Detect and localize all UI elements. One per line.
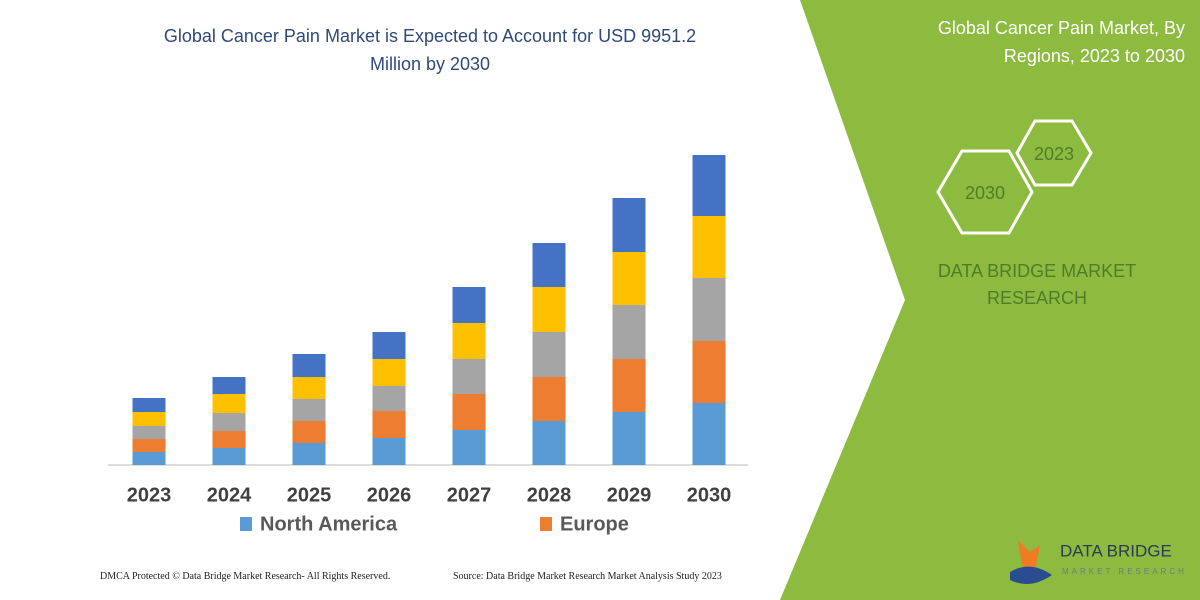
x-tick-label: 2025 — [287, 484, 332, 506]
source: Source: Data Bridge Market Research Mark… — [453, 571, 722, 582]
bar-segment — [372, 411, 406, 438]
x-tick-label: 2024 — [207, 484, 252, 506]
x-tick-label: 2028 — [527, 484, 572, 506]
chart-title: Global Cancer Pain Market is Expected to… — [163, 26, 697, 74]
x-tick-label: 2029 — [607, 484, 652, 506]
bar-segment — [132, 398, 166, 412]
logo-tagline: MARKET RESEARCH — [1062, 567, 1187, 576]
bar-segment — [612, 305, 646, 359]
x-tick-label: 2027 — [447, 484, 492, 506]
bar-segment — [132, 452, 166, 465]
x-tick-label: 2026 — [367, 484, 412, 506]
bar-segment — [132, 412, 166, 426]
bar-segment — [372, 332, 406, 359]
hexagon-label: 2030 — [965, 183, 1005, 203]
bar-segment — [212, 413, 246, 431]
legend-swatch — [540, 517, 552, 531]
bar-segment — [292, 443, 326, 465]
legend-label: Europe — [560, 513, 629, 535]
bar-segment — [212, 377, 246, 394]
bar-segment — [532, 332, 566, 377]
bar-segment — [692, 278, 726, 341]
bar-segment — [612, 412, 646, 465]
bar-segment — [212, 394, 246, 413]
copyright: DMCA Protected © Data Bridge Market Rese… — [100, 571, 391, 582]
bar-segment — [452, 359, 486, 394]
bar-segment — [692, 155, 726, 216]
bar-segment — [372, 438, 406, 465]
bar-segment — [292, 399, 326, 421]
bar-segment — [692, 216, 726, 278]
hexagon — [936, 149, 1034, 235]
bar-segment — [212, 431, 246, 448]
bar-segment — [372, 359, 406, 386]
hexagon-label: 2023 — [1034, 144, 1074, 164]
bar-segment — [692, 403, 726, 465]
bar-segment — [612, 198, 646, 252]
legend-label: North America — [260, 513, 398, 535]
logo-icon — [1010, 566, 1052, 584]
x-tick-label: 2023 — [127, 484, 172, 506]
legend-swatch — [240, 517, 252, 531]
bar-segment — [212, 448, 246, 465]
bar-segment — [132, 426, 166, 439]
bar-segment — [452, 394, 486, 430]
logo-icon — [1018, 540, 1040, 570]
bar-segment — [532, 287, 566, 332]
bar-segment — [612, 252, 646, 305]
bar-segment — [612, 359, 646, 412]
bar-segment — [292, 421, 326, 443]
side-panel-bg — [780, 0, 1200, 600]
bar-segment — [372, 386, 406, 411]
bar-segment — [132, 439, 166, 452]
logo-name: DATA BRIDGE — [1060, 541, 1172, 560]
bar-segment — [532, 377, 566, 421]
bar-segment — [532, 243, 566, 287]
bar-segment — [692, 341, 726, 403]
brand: DATA BRIDGE MARKET RESEARCH — [937, 261, 1137, 308]
hexagon — [1015, 119, 1093, 187]
bar-segment — [532, 421, 566, 465]
x-tick-label: 2030 — [687, 484, 732, 506]
bar-segment — [292, 377, 326, 399]
bar-segment — [292, 354, 326, 377]
bar-segment — [452, 287, 486, 323]
side-title: Global Cancer Pain Market, By Regions, 2… — [937, 18, 1185, 66]
bar-segment — [452, 323, 486, 359]
bar-segment — [452, 430, 486, 465]
